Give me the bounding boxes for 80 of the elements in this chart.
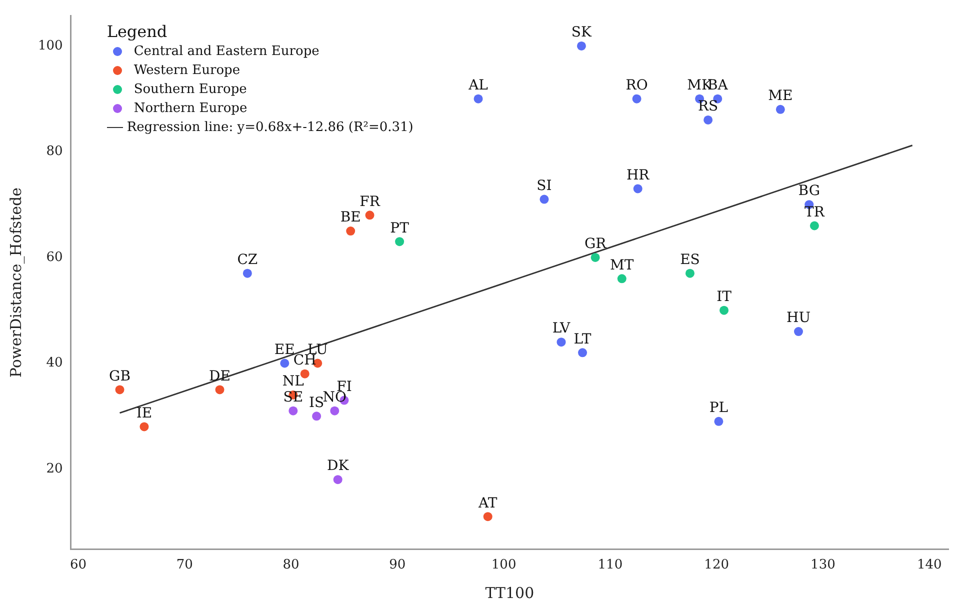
annotation: HR xyxy=(626,167,650,184)
annotation: AT xyxy=(478,495,498,512)
y-tick-label: 40 xyxy=(46,356,63,371)
annotation: IT xyxy=(716,289,732,306)
annotation: EE xyxy=(274,342,295,358)
x-axis-title: TT100 xyxy=(485,584,534,602)
legend-label: Central and Eastern Europe xyxy=(134,42,320,61)
point xyxy=(633,184,642,194)
point xyxy=(576,41,586,50)
annotation: IS xyxy=(309,394,324,411)
y-tick-label: 60 xyxy=(46,250,63,265)
point xyxy=(330,406,340,416)
point xyxy=(704,115,713,124)
x-tick-label: 70 xyxy=(176,558,193,573)
x-tick-label: 120 xyxy=(704,558,729,573)
x-tick-label: 90 xyxy=(389,558,406,573)
point xyxy=(242,268,252,278)
point xyxy=(474,94,483,104)
point xyxy=(288,406,298,416)
point xyxy=(312,412,322,421)
annotation: CZ xyxy=(237,252,258,268)
point xyxy=(556,338,566,347)
annotation: DK xyxy=(327,458,350,474)
legend-label: Southern Europe xyxy=(134,80,247,99)
annotation: RO xyxy=(626,77,648,94)
point xyxy=(280,358,290,368)
point xyxy=(685,268,694,278)
annotation: SI xyxy=(536,178,552,194)
annotation: SK xyxy=(571,24,592,41)
y-axis-title: PowerDistance_Hofstede xyxy=(6,187,25,378)
x-tick-label: 110 xyxy=(598,558,623,573)
annotation: NL xyxy=(282,374,304,390)
legend-label: Western Europe xyxy=(134,62,240,80)
point xyxy=(215,385,224,394)
point xyxy=(720,306,729,315)
y-tick-label: 100 xyxy=(38,38,63,54)
x-tick-label: 60 xyxy=(70,558,87,573)
point xyxy=(810,221,819,230)
annotation: PT xyxy=(390,220,410,236)
point xyxy=(578,348,588,358)
point xyxy=(794,327,803,336)
annotation: GB xyxy=(109,368,130,384)
legend-label: Regression line: y=0.68x+-12.86 (R²=0.31) xyxy=(126,118,414,137)
x-tick-label: 100 xyxy=(491,558,516,573)
y-tick-label: 20 xyxy=(46,461,63,476)
annotation: ME xyxy=(768,88,793,104)
point xyxy=(714,416,724,426)
point xyxy=(395,237,404,246)
x-tick-label: 130 xyxy=(810,558,836,573)
point xyxy=(140,422,149,432)
annotation: AL xyxy=(468,77,488,94)
point xyxy=(617,274,626,284)
annotation: TR xyxy=(804,204,825,220)
point xyxy=(115,385,124,394)
annotation: BG xyxy=(798,183,820,200)
annotation: IE xyxy=(136,405,152,422)
annotation: FR xyxy=(360,194,380,210)
annotation: SE xyxy=(283,389,304,406)
legend-title: Legend xyxy=(106,22,168,41)
y-tick-label: 80 xyxy=(46,144,63,160)
annotation: LV xyxy=(552,320,572,337)
annotation: ES xyxy=(680,252,700,268)
annotation: LT xyxy=(574,331,592,348)
annotation: BE xyxy=(340,210,361,226)
annotation: PL xyxy=(709,400,728,416)
point xyxy=(590,252,600,262)
x-tick-label: 80 xyxy=(282,558,300,573)
annotation: HU xyxy=(786,310,811,326)
annotation: MT xyxy=(610,257,634,274)
point xyxy=(333,475,342,484)
annotation: RS xyxy=(698,98,718,115)
point xyxy=(776,104,785,114)
annotation: GR xyxy=(584,236,607,252)
point xyxy=(483,512,492,522)
point xyxy=(346,226,356,236)
point xyxy=(632,94,642,104)
legend-label: Northern Europe xyxy=(134,100,248,118)
x-tick-label: 140 xyxy=(916,558,942,573)
point xyxy=(365,210,374,220)
point xyxy=(540,194,549,204)
